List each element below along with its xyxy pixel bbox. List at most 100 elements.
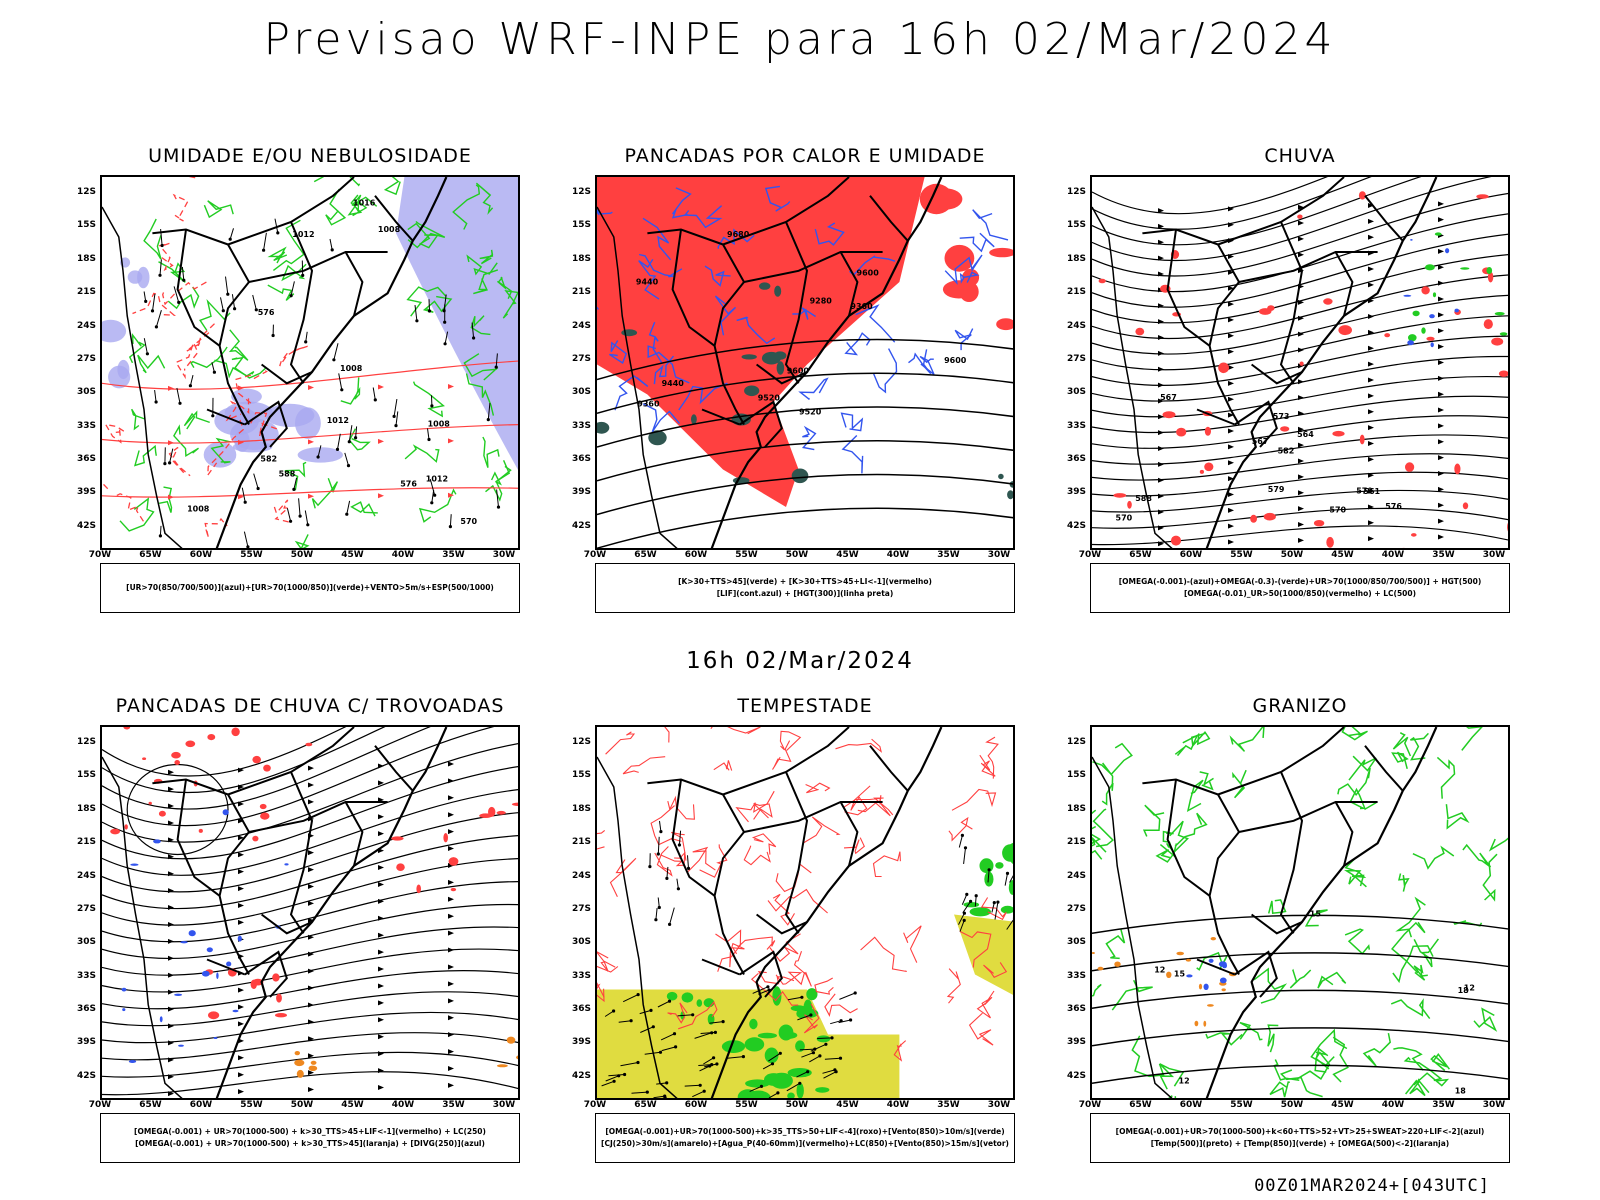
legend-line: [LIF](cont.azul) + [HGT(300)](linha pret… (716, 589, 894, 598)
lat-tick-label: 24S (1066, 320, 1086, 331)
contour-label: 1012 (426, 474, 448, 483)
lon-tick-label: 35W (442, 1100, 465, 1110)
contour-label: 9440 (636, 277, 659, 286)
panel-title: PANCADAS DE CHUVA C/ TROVOADAS (115, 695, 505, 717)
contour-label: 18 (1458, 986, 1470, 995)
lon-tick-label: 50W (785, 550, 809, 560)
panel-legend: [K>30+TTS>45](verde) + [K>30+TTS>45+LI<-… (595, 563, 1015, 613)
lon-tick-label: 45W (341, 550, 364, 560)
lon-tick-label: 45W (836, 550, 859, 560)
lat-tick-label: 21S (1066, 837, 1086, 848)
lon-tick-label: 70W (88, 550, 112, 560)
panel-title: CHUVA (1264, 145, 1336, 167)
lon-tick-label: 30W (987, 1100, 1011, 1110)
lat-tick-label: 30S (76, 387, 96, 398)
lat-tick-label: 21S (1066, 287, 1086, 298)
lon-tick-label: 50W (290, 1100, 314, 1110)
lon-tick-label: 55W (1230, 550, 1253, 560)
lat-tick-label: 36S (571, 1003, 591, 1014)
contour-label: 588 (1135, 494, 1152, 503)
lat-tick-label: 21S (571, 837, 591, 848)
contour-label: 579 (1268, 485, 1285, 494)
lon-tick-label: 70W (583, 550, 607, 560)
contour-label: 582 (1278, 447, 1295, 456)
lon-tick-label: 40W (1381, 1100, 1405, 1110)
map-frame: 588 582 579 576 573 570 567 564 561 570 567 579 (1090, 175, 1510, 550)
lon-tick-label: 40W (391, 1100, 415, 1110)
contour-label: 9600 (857, 268, 880, 277)
lat-tick-label: 42S (1066, 1070, 1086, 1081)
lat-tick-label: 12S (571, 187, 591, 197)
lon-tick-label: 35W (1432, 1100, 1455, 1110)
lat-tick-label: 39S (571, 1037, 591, 1048)
lat-tick-label: 30S (1066, 387, 1086, 398)
lon-tick-label: 40W (1381, 550, 1405, 560)
lon-tick-label: 45W (1331, 550, 1354, 560)
panel-tempestade: TEMPESTADE [OMEGA(-0.001)+UR>70(1000-500… (555, 695, 1055, 1175)
lat-tick-label: 33S (1066, 420, 1086, 431)
lon-tick-label: 70W (583, 1100, 607, 1110)
lat-tick-label: 27S (571, 903, 591, 914)
lat-tick-label: 18S (571, 803, 591, 814)
lon-tick-label: 70W (88, 1100, 112, 1110)
contour-label: 1012 (292, 230, 314, 239)
lat-tick-label: 42S (1066, 520, 1086, 531)
panel-legend: [OMEGA(-0.001)+UR>70(1000-500)+k>35_TTS>… (595, 1113, 1015, 1163)
contour-label: 9280 (810, 297, 833, 306)
contour-label: 9360 (637, 399, 660, 408)
map-frame: 1008 1008 1008 1012 1012 1016 1012 1008 576 582 57… (100, 175, 520, 550)
panel-granizo: GRANIZO 12 12 15 18 12 15 18 [OMEGA(-0.001)+UR… (1050, 695, 1550, 1175)
contour-label: 567 (1252, 437, 1269, 446)
page-title: Previsao WRF-INPE para 16h 02/Mar/2024 (263, 14, 1337, 65)
panel-title: TEMPESTADE (737, 695, 873, 717)
contour-label: 9520 (758, 394, 781, 403)
contour-label: 570 (1329, 505, 1346, 514)
lon-tick-label: 50W (785, 1100, 809, 1110)
contour-label: 576 (400, 480, 417, 489)
lat-tick-label: 36S (76, 453, 96, 464)
lon-tick-label: 45W (341, 1100, 364, 1110)
contour-label: 18 (1455, 1087, 1467, 1096)
contour-label: 9520 (799, 408, 822, 417)
lat-tick-label: 33S (571, 420, 591, 431)
contour-label: 1016 (353, 198, 376, 207)
contour-label: 1012 (327, 416, 349, 425)
lon-tick-label: 50W (290, 550, 314, 560)
lon-tick-label: 35W (442, 550, 465, 560)
map-canvas (102, 727, 518, 1098)
lon-tick-label: 55W (1230, 1100, 1253, 1110)
lat-tick-label: 12S (1066, 737, 1086, 747)
contour-label: 576 (1385, 502, 1402, 511)
legend-line: [CJ(250)>30m/s](amarelo)+[Agua_P(40-60mm… (601, 1139, 1009, 1148)
map-frame: 9680 9600 9600 9520 9520 9440 9440 9360 9360 9280… (595, 175, 1015, 550)
contour-label: 9680 (727, 230, 750, 239)
panel-pancadas-calor: PANCADAS POR CALOR E UMIDADE 9680 9600 960… (555, 145, 1055, 625)
lat-tick-label: 27S (1066, 903, 1086, 914)
contour-label: 12 (1179, 1076, 1190, 1085)
legend-line: [OMEGA(-0.001)+UR>70(1000-500)+k<60+TTS>… (1115, 1127, 1485, 1136)
lon-tick-label: 65W (1129, 550, 1152, 560)
contour-label: 9600 (787, 367, 810, 376)
lat-tick-label: 30S (76, 937, 96, 948)
lat-tick-label: 15S (1066, 770, 1086, 781)
lat-tick-label: 15S (76, 220, 96, 231)
contour-label: 561 (1363, 487, 1380, 496)
lon-tick-label: 30W (1482, 550, 1506, 560)
lon-tick-label: 60W (1179, 1100, 1203, 1110)
map-frame (595, 725, 1015, 1100)
lat-tick-label: 18S (1066, 803, 1086, 814)
lat-tick-label: 36S (1066, 1003, 1086, 1014)
lat-tick-label: 33S (1066, 970, 1086, 981)
legend-line: [UR>70(850/700/500)](azul)+[UR>70(1000/8… (126, 583, 494, 592)
lat-tick-label: 12S (76, 737, 96, 747)
lat-tick-label: 15S (1066, 220, 1086, 231)
contour-label: 564 (1297, 430, 1314, 439)
lon-tick-label: 60W (684, 1100, 708, 1110)
lon-tick-label: 60W (684, 550, 708, 560)
lat-tick-label: 21S (571, 287, 591, 298)
lat-tick-label: 27S (571, 353, 591, 364)
lat-tick-label: 18S (1066, 253, 1086, 264)
panel-legend: [OMEGA(-0.001)-(azul)+OMEGA(-0.3)-(verde… (1090, 563, 1510, 613)
lon-tick-label: 55W (735, 1100, 758, 1110)
lon-tick-label: 55W (735, 550, 758, 560)
